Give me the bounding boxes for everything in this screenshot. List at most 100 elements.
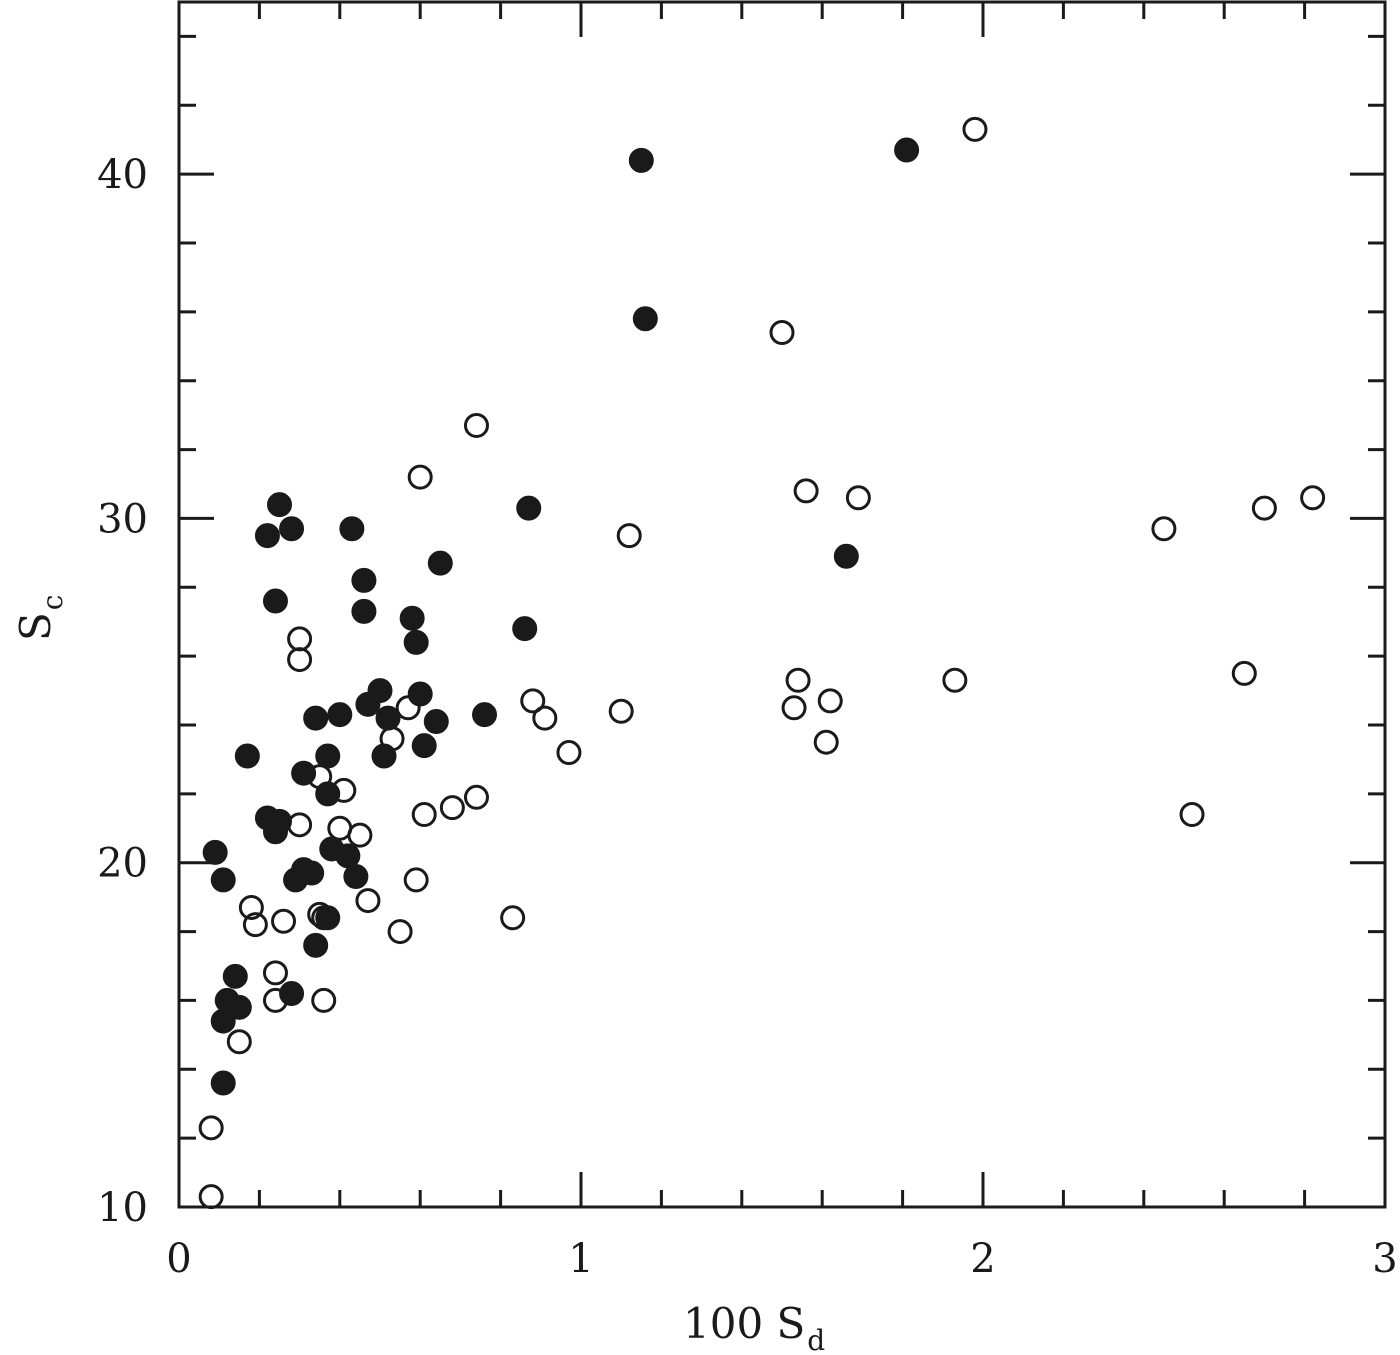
- data-point-filled: [267, 492, 292, 518]
- data-point-filled: [210, 867, 236, 893]
- data-point-open: [793, 478, 819, 504]
- data-point-open: [238, 894, 264, 920]
- data-point-open: [962, 116, 988, 142]
- data-point-filled: [423, 709, 449, 735]
- data-point-filled: [315, 905, 341, 931]
- data-point-filled: [399, 605, 425, 631]
- data-point-filled: [343, 863, 369, 889]
- data-point-filled: [234, 743, 260, 769]
- data-point-filled: [283, 867, 309, 893]
- data-point-open: [1300, 485, 1326, 511]
- data-point-filled: [894, 137, 920, 163]
- y-tick-label: 10: [97, 1185, 148, 1231]
- x-tick-label: 1: [568, 1236, 593, 1282]
- x-tick-label: 2: [970, 1236, 995, 1282]
- data-point-open: [403, 867, 429, 893]
- data-point-open: [520, 688, 546, 714]
- data-point-open: [769, 320, 795, 346]
- data-point-filled: [375, 705, 401, 731]
- plot-frame: [177, 0, 1387, 1209]
- data-point-open: [287, 626, 313, 652]
- data-point-filled: [472, 702, 498, 728]
- data-point-open: [1251, 495, 1277, 521]
- data-point-filled: [403, 629, 429, 655]
- data-point-filled: [833, 543, 859, 569]
- data-point-filled: [210, 1070, 236, 1096]
- x-tick-labels: 0 1 2 3: [166, 1236, 1397, 1282]
- data-point-filled: [339, 516, 365, 542]
- data-point-open: [785, 667, 811, 693]
- data-point-open: [1179, 802, 1205, 828]
- data-point-open: [781, 695, 807, 721]
- data-point-open: [608, 698, 634, 724]
- x-tick-label: 3: [1372, 1236, 1397, 1282]
- data-point-filled: [210, 1008, 236, 1034]
- data-point-filled: [628, 147, 654, 173]
- data-point-filled: [512, 616, 538, 642]
- series-open-circles: [198, 116, 1326, 1210]
- data-point-filled: [427, 550, 453, 576]
- data-point-open: [271, 908, 297, 934]
- data-point-filled: [351, 598, 377, 624]
- data-point-filled: [371, 743, 397, 769]
- y-axis-label: Sc: [11, 595, 69, 641]
- data-point-open: [387, 919, 413, 945]
- data-point-open: [347, 822, 373, 848]
- data-point-filled: [222, 963, 248, 989]
- y-tick-labels: 10 20 30 40: [97, 152, 148, 1231]
- data-point-open: [463, 784, 489, 810]
- data-point-open: [411, 802, 437, 828]
- y-tick-label: 30: [97, 496, 148, 542]
- y-axis-label-subscript: c: [36, 595, 69, 611]
- data-point-open: [287, 812, 313, 838]
- data-point-open: [242, 912, 268, 938]
- data-point-filled: [632, 306, 658, 332]
- data-point-open: [407, 464, 433, 490]
- data-point-filled: [262, 588, 288, 614]
- y-tick-label: 20: [97, 841, 148, 887]
- data-point-filled: [315, 781, 341, 807]
- data-point-open: [532, 705, 558, 731]
- data-point-filled: [279, 516, 305, 542]
- data-point-filled: [355, 691, 381, 717]
- series-filled-circles: [202, 137, 920, 1096]
- x-axis-label: 100 Sd: [683, 1299, 825, 1355]
- data-point-open: [287, 647, 313, 673]
- data-point-open: [500, 905, 526, 931]
- data-point-open: [1151, 516, 1177, 542]
- y-tick-label: 40: [97, 152, 148, 198]
- data-point-open: [817, 688, 843, 714]
- minor-ticks: [179, 2, 1385, 1207]
- data-point-filled: [516, 495, 542, 521]
- data-point-open: [439, 795, 465, 821]
- data-point-open: [813, 729, 839, 755]
- data-point-filled: [303, 705, 329, 731]
- data-point-filled: [262, 819, 288, 845]
- data-point-filled: [303, 932, 329, 958]
- data-point-open: [463, 412, 489, 438]
- data-point-filled: [202, 839, 228, 865]
- data-point-open: [845, 485, 871, 511]
- data-point-open: [355, 888, 381, 914]
- data-point-filled: [407, 681, 433, 707]
- data-point-open: [616, 523, 642, 549]
- data-point-filled: [315, 743, 341, 769]
- data-point-filled: [291, 760, 317, 786]
- data-point-open: [1231, 660, 1257, 686]
- data-point-filled: [226, 994, 252, 1020]
- data-point-open: [262, 960, 288, 986]
- data-point-filled: [279, 981, 305, 1007]
- data-point-filled: [327, 702, 353, 728]
- data-point-open: [942, 667, 968, 693]
- data-point-open: [556, 740, 582, 766]
- x-tick-label: 0: [166, 1236, 191, 1282]
- data-point-open: [198, 1115, 224, 1141]
- svg-text:Sc: Sc: [11, 595, 69, 641]
- data-point-open: [226, 1029, 252, 1055]
- y-axis-label-main: S: [11, 612, 60, 641]
- data-point-open: [198, 1184, 224, 1210]
- data-point-open: [311, 987, 337, 1013]
- x-axis-label-subscript: d: [807, 1324, 825, 1355]
- data-point-filled: [254, 523, 280, 549]
